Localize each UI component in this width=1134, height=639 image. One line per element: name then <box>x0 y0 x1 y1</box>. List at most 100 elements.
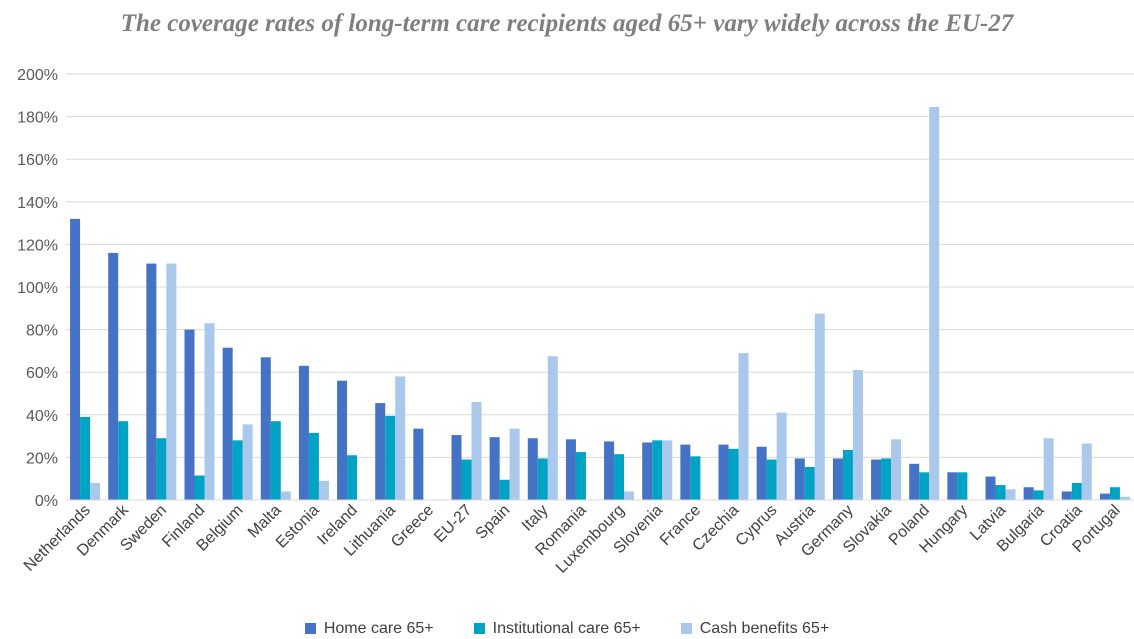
bar-cash-benefits-65--croatia <box>1081 443 1092 500</box>
bar-cash-benefits-65--sweden <box>166 263 177 500</box>
bar-institutional-care-65--sweden <box>156 438 167 500</box>
bar-institutional-care-65--slovakia <box>881 458 892 500</box>
bar-institutional-care-65--denmark <box>118 421 129 500</box>
bar-home-care-65--cyprus <box>756 446 767 500</box>
legend-swatch <box>680 623 692 634</box>
bar-institutional-care-65--poland <box>919 472 930 500</box>
bar-home-care-65--malta <box>260 357 271 500</box>
x-tick-label: Greece <box>388 502 437 551</box>
bar-institutional-care-65--hungary <box>957 472 968 500</box>
bar-cash-benefits-65--poland <box>929 107 940 500</box>
bar-institutional-care-65--austria <box>804 466 815 500</box>
bar-cash-benefits-65--czechia <box>738 353 749 500</box>
x-tick-label: Estonia <box>273 502 323 552</box>
bar-home-care-65--eu-27 <box>451 435 462 500</box>
bar-cash-benefits-65--portugal <box>1119 496 1130 500</box>
bar-home-care-65--ireland <box>337 380 348 500</box>
x-tick-label: EU-27 <box>431 502 475 546</box>
bar-institutional-care-65--latvia <box>995 485 1006 500</box>
bar-institutional-care-65--ireland <box>347 455 358 500</box>
y-tick-label: 100% <box>17 280 58 297</box>
y-tick-label: 80% <box>26 323 58 340</box>
x-tick-label: Italy <box>519 502 552 535</box>
legend-item: Institutional care 65+ <box>473 619 641 638</box>
bar-cash-benefits-65--latvia <box>1005 489 1016 500</box>
bar-cash-benefits-65--netherlands <box>90 482 101 500</box>
bar-institutional-care-65--slovenia <box>652 440 663 500</box>
bar-home-care-65--greece <box>413 428 424 500</box>
bar-home-care-65--denmark <box>108 252 119 500</box>
bar-home-care-65--spain <box>489 437 500 500</box>
bar-cash-benefits-65--spain <box>509 428 520 500</box>
bar-institutional-care-65--portugal <box>1109 487 1120 500</box>
bar-institutional-care-65--bulgaria <box>1033 490 1044 500</box>
bar-home-care-65--austria <box>794 458 805 500</box>
y-tick-label: 200% <box>17 67 58 84</box>
chart-title: The coverage rates of long-term care rec… <box>120 10 1014 37</box>
bar-home-care-65--czechia <box>718 444 729 500</box>
bar-cash-benefits-65--austria <box>814 313 825 500</box>
y-tick-label: 180% <box>17 110 58 127</box>
legend-swatch <box>304 623 316 634</box>
bar-cash-benefits-65--germany <box>852 370 863 500</box>
bar-institutional-care-65--finland <box>194 475 205 500</box>
bar-home-care-65--finland <box>184 329 195 500</box>
bar-institutional-care-65--eu-27 <box>461 459 472 500</box>
bar-home-care-65--germany <box>832 458 843 500</box>
bar-home-care-65--poland <box>909 463 920 500</box>
bar-cash-benefits-65--slovakia <box>891 439 902 500</box>
bar-cash-benefits-65--luxembourg <box>624 491 635 500</box>
bar-cash-benefits-65--eu-27 <box>471 402 482 500</box>
bar-institutional-care-65--romania <box>575 452 586 500</box>
bar-institutional-care-65--cyprus <box>766 459 777 500</box>
legend-item: Home care 65+ <box>304 619 434 638</box>
x-axis-ticks: NetherlandsDenmarkSwedenFinlandBelgiumMa… <box>21 501 1124 577</box>
bar-home-care-65--latvia <box>985 476 996 500</box>
x-tick-label: Spain <box>473 502 514 543</box>
bars <box>70 107 1130 500</box>
y-axis-ticks: 0% 20% 40% 60% 80% 100% 120% 140% 160% 180% 200% <box>17 67 58 510</box>
y-tick-label: 60% <box>26 365 58 382</box>
bar-cash-benefits-65--cyprus <box>776 412 787 500</box>
bar-home-care-65--luxembourg <box>604 441 615 500</box>
bar-home-care-65--estonia <box>298 365 309 500</box>
bar-institutional-care-65--netherlands <box>80 416 91 500</box>
bar-home-care-65--france <box>680 444 691 500</box>
bar-cash-benefits-65--malta <box>280 491 291 500</box>
bar-home-care-65--bulgaria <box>1023 487 1034 500</box>
bar-home-care-65--netherlands <box>70 218 81 500</box>
bar-home-care-65--slovakia <box>871 459 882 500</box>
legend-label: Home care 65+ <box>323 619 434 637</box>
gridlines <box>66 73 1134 458</box>
bar-institutional-care-65--lithuania <box>385 415 396 500</box>
y-tick-label: 160% <box>17 152 58 169</box>
bar-home-care-65--hungary <box>947 472 958 500</box>
bar-home-care-65--belgium <box>222 347 233 500</box>
bar-home-care-65--slovenia <box>642 442 653 500</box>
x-tick-label: Cyprus <box>733 502 781 550</box>
bar-cash-benefits-65--belgium <box>242 424 253 500</box>
bar-home-care-65--italy <box>527 438 538 500</box>
bar-institutional-care-65--belgium <box>232 440 243 500</box>
bar-institutional-care-65--spain <box>499 479 510 500</box>
bar-cash-benefits-65--finland <box>204 323 215 500</box>
legend-label: Institutional care 65+ <box>492 619 641 637</box>
bar-cash-benefits-65--estonia <box>318 480 329 500</box>
y-tick-label: 20% <box>26 450 58 467</box>
y-tick-label: 40% <box>26 408 58 425</box>
bar-home-care-65--croatia <box>1061 491 1072 500</box>
bar-institutional-care-65--italy <box>537 458 548 500</box>
bar-cash-benefits-65--lithuania <box>395 376 406 500</box>
legend: Home care 65+ Institutional care 65+ Cash … <box>0 618 1134 639</box>
bar-home-care-65--lithuania <box>375 403 386 500</box>
bar-institutional-care-65--croatia <box>1071 482 1082 500</box>
y-tick-label: 120% <box>17 237 58 254</box>
bar-cash-benefits-65--italy <box>547 356 558 500</box>
bar-home-care-65--romania <box>565 439 576 500</box>
bar-institutional-care-65--germany <box>842 449 853 500</box>
bar-institutional-care-65--france <box>690 456 701 500</box>
bar-institutional-care-65--luxembourg <box>614 454 625 500</box>
bar-cash-benefits-65--bulgaria <box>1043 438 1054 500</box>
y-tick-label: 140% <box>17 195 58 212</box>
